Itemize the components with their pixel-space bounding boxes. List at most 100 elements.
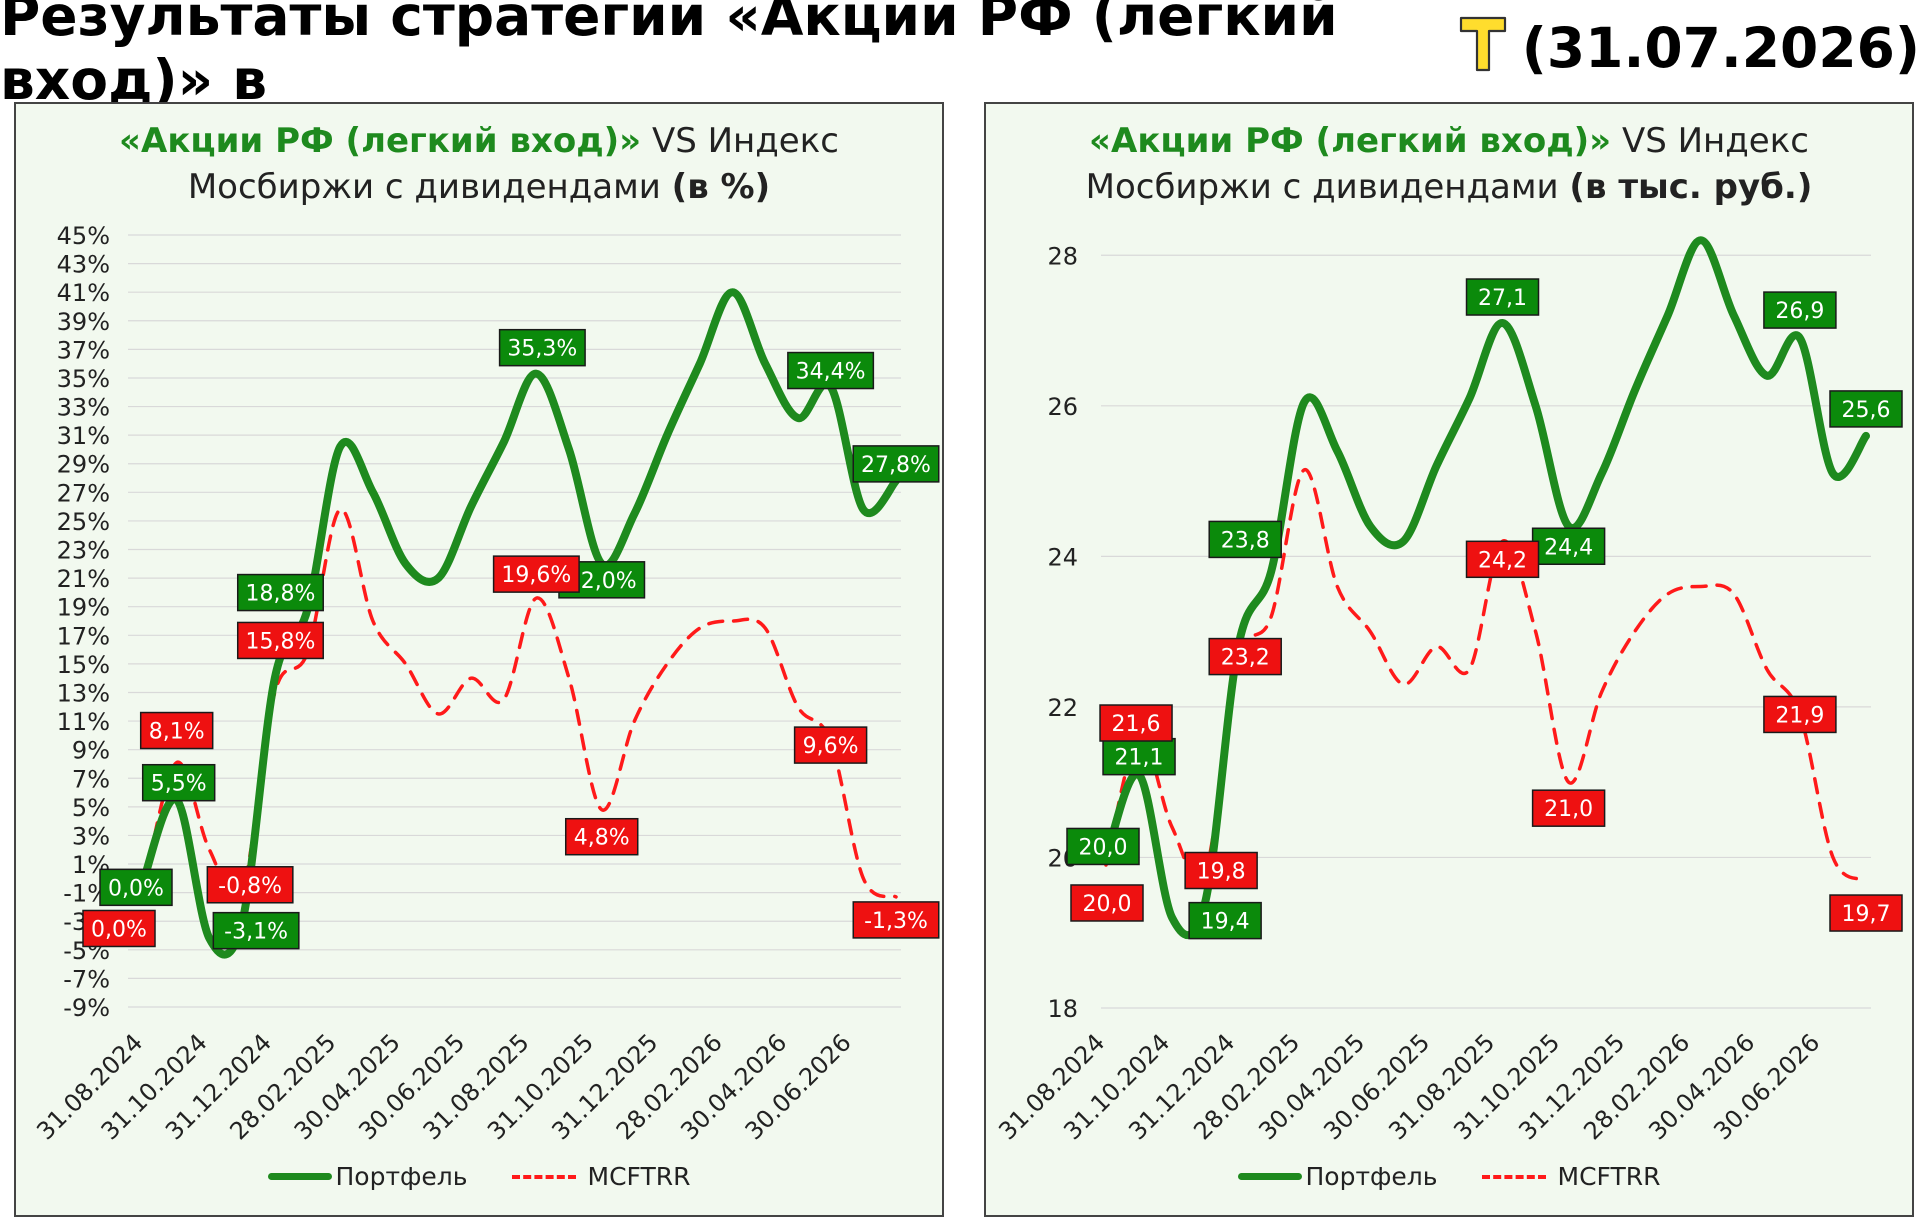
y-tick-label: 26	[1047, 393, 1078, 421]
data-label-mcftrr: 23,2	[1208, 637, 1282, 676]
svg-text:0,0%: 0,0%	[91, 917, 147, 942]
y-tick-label: 15%	[57, 651, 110, 679]
y-tick-label: 37%	[57, 336, 110, 364]
svg-text:19,7: 19,7	[1842, 902, 1891, 927]
data-label-mcftrr: -0,8%	[206, 866, 294, 904]
y-tick-label: 19%	[57, 594, 110, 622]
y-tick-label: 11%	[57, 708, 110, 736]
svg-text:5,5%: 5,5%	[151, 772, 207, 797]
svg-text:20,0: 20,0	[1083, 892, 1132, 917]
y-tick-label: 39%	[57, 308, 110, 336]
data-label-portfolio: 18,8%	[236, 573, 324, 612]
data-label-portfolio: 5,5%	[141, 763, 216, 802]
y-tick-label: 31%	[57, 422, 110, 450]
svg-text:35,3%: 35,3%	[507, 337, 577, 362]
y-tick-label: 13%	[57, 679, 110, 707]
svg-text:20,0: 20,0	[1079, 835, 1128, 860]
legend-swatch-dashed	[511, 1174, 576, 1179]
series-line-mcftrr	[142, 507, 898, 900]
y-tick-label: 18	[1047, 995, 1078, 1023]
data-label-mcftrr: 21,0	[1531, 789, 1606, 827]
y-tick-label: 35%	[57, 365, 110, 393]
y-tick-label: 45%	[57, 222, 110, 250]
data-label-mcftrr: 19,6%	[492, 555, 580, 593]
data-label-mcftrr: 20,0	[1070, 884, 1144, 922]
svg-text:-3,1%: -3,1%	[224, 920, 288, 945]
series-line-portfolio	[140, 288, 900, 959]
page-title-text: Результаты стратегии «Акции РФ (легкий в…	[0, 0, 1338, 112]
svg-text:24,2: 24,2	[1478, 548, 1527, 573]
svg-text:23,8: 23,8	[1221, 528, 1270, 553]
legend-swatch-solid	[1237, 1173, 1302, 1180]
svg-text:21,6: 21,6	[1112, 712, 1161, 737]
data-label-mcftrr: 15,8%	[236, 621, 324, 660]
y-tick-label: -9%	[63, 994, 110, 1022]
data-label-mcftrr: 19,7	[1829, 894, 1903, 932]
data-label-portfolio: -3,1%	[212, 911, 300, 950]
data-label-portfolio: 26,9	[1763, 291, 1837, 329]
svg-text:25,6: 25,6	[1842, 398, 1891, 423]
legend-item-portfolio: Портфель	[267, 1162, 468, 1191]
chart-legend: Портфель MCFTRR	[986, 1162, 1912, 1191]
svg-text:21,1: 21,1	[1115, 746, 1164, 771]
legend-swatch-dashed	[1481, 1174, 1546, 1179]
svg-text:27,1: 27,1	[1478, 286, 1527, 311]
data-label-mcftrr: 9,6%	[793, 726, 868, 764]
y-tick-label: 3%	[72, 822, 110, 850]
y-tick-label: 7%	[72, 765, 110, 793]
svg-text:0,0%: 0,0%	[108, 876, 164, 901]
y-tick-label: 33%	[57, 394, 110, 422]
page-title-date: (31.07.2026)	[1521, 15, 1920, 80]
y-tick-label: 21%	[57, 565, 110, 593]
svg-text:15,8%: 15,8%	[246, 629, 316, 654]
y-tick-label: 29%	[57, 451, 110, 479]
series-line-portfolio	[1102, 236, 1870, 940]
svg-text:19,8: 19,8	[1197, 860, 1246, 885]
legend-item-index: MCFTRR	[511, 1162, 690, 1191]
y-tick-label: 24	[1047, 543, 1078, 571]
svg-text:4,8%: 4,8%	[574, 826, 630, 851]
data-label-portfolio: 20,0	[1066, 827, 1140, 866]
legend-item-portfolio: Портфель	[1237, 1162, 1438, 1191]
data-label-mcftrr: 4,8%	[564, 817, 639, 856]
chart-title: «Акции РФ (легкий вход)» VS Индекс Мосби…	[1085, 121, 1813, 207]
data-label-portfolio: 24,4	[1531, 527, 1606, 566]
data-label-mcftrr: 8,1%	[139, 711, 214, 750]
svg-text:23,2: 23,2	[1221, 646, 1270, 671]
y-tick-label: 23%	[57, 537, 110, 565]
chart-title: «Акции РФ (легкий вход)» VS Индекс Мосби…	[119, 121, 839, 207]
chart-panel-percent: «Акции РФ (легкий вход)» VS Индекс Мосби…	[14, 102, 944, 1217]
svg-text:21,9: 21,9	[1775, 703, 1824, 728]
t-bank-logo-icon	[1458, 15, 1508, 73]
svg-text:18,8%: 18,8%	[246, 582, 316, 607]
y-tick-label: 43%	[57, 251, 110, 279]
y-tick-label: -7%	[63, 965, 110, 993]
svg-text:26,9: 26,9	[1775, 299, 1824, 324]
data-label-mcftrr: 24,2	[1465, 540, 1540, 579]
svg-text:9,6%: 9,6%	[803, 734, 859, 759]
y-tick-label: 9%	[72, 737, 110, 765]
data-label-mcftrr: 21,6	[1099, 704, 1173, 742]
y-tick-label: 25%	[57, 508, 110, 536]
data-label-portfolio: 21,1	[1102, 737, 1176, 776]
legend-swatch-solid	[267, 1173, 332, 1180]
data-label-mcftrr: 19,8	[1184, 851, 1258, 890]
data-label-portfolio: 23,8	[1208, 520, 1282, 559]
data-label-mcftrr: 0,0%	[82, 909, 156, 948]
svg-text:21,0: 21,0	[1544, 797, 1593, 822]
data-label-portfolio: 34,4%	[787, 351, 875, 390]
data-label-portfolio: 19,4	[1188, 901, 1262, 940]
page-title: Результаты стратегии «Акции РФ (легкий в…	[0, 0, 1920, 112]
legend-item-index: MCFTRR	[1481, 1162, 1660, 1191]
data-label-mcftrr: 21,9	[1763, 695, 1837, 734]
data-label-portfolio: 25,6	[1829, 390, 1903, 428]
svg-text:27,8%: 27,8%	[861, 453, 931, 478]
y-tick-label: 17%	[57, 622, 110, 650]
svg-text:19,6%: 19,6%	[501, 563, 571, 588]
svg-text:-1,3%: -1,3%	[864, 909, 928, 934]
data-label-portfolio: 27,8%	[852, 445, 940, 483]
y-tick-label: 41%	[57, 279, 110, 307]
line-chart-percent: 45%43%41%39%37%35%33%31%29%27%25%23%21%1…	[31, 222, 940, 1145]
data-label-portfolio: 35,3%	[498, 328, 586, 367]
y-tick-label: 22	[1047, 694, 1078, 722]
